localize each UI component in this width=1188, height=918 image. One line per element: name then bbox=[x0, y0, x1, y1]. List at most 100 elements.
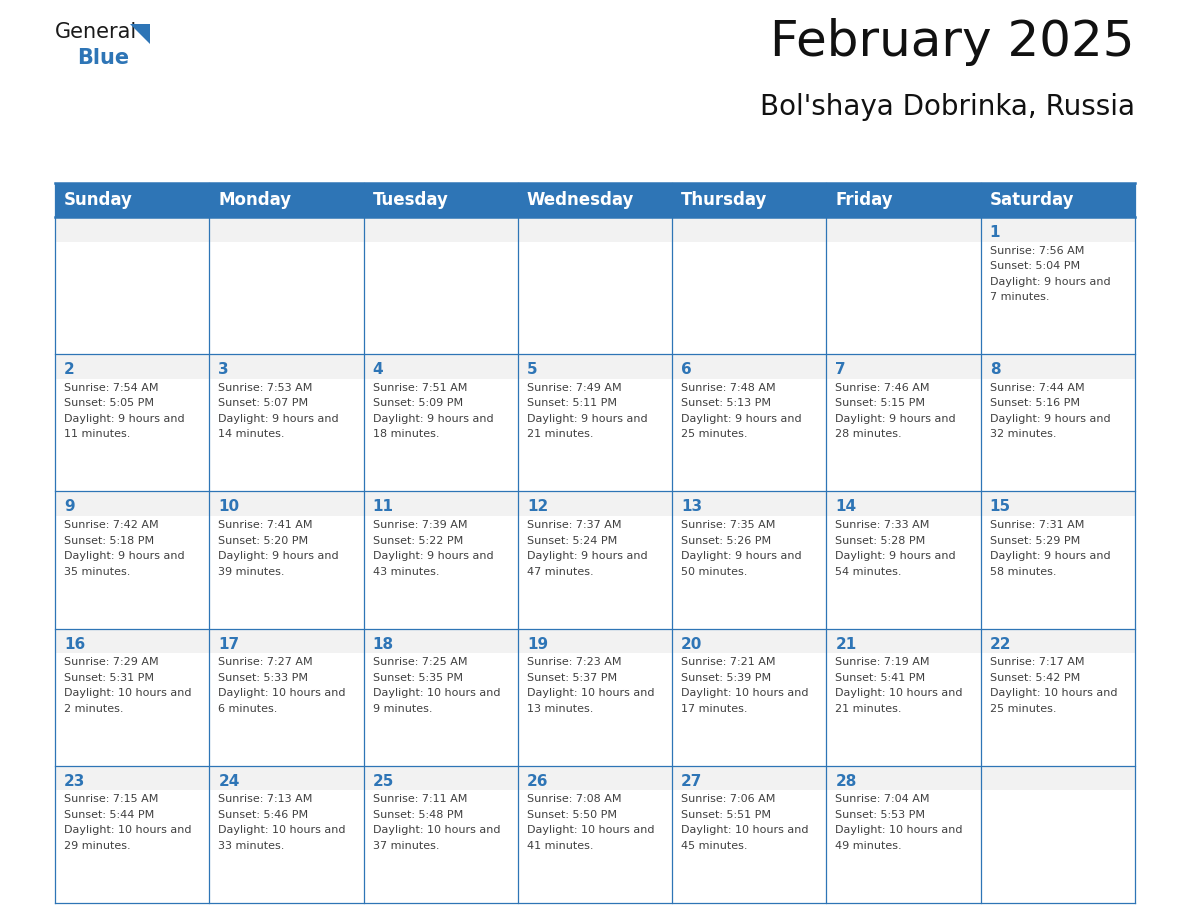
Text: Daylight: 10 hours and: Daylight: 10 hours and bbox=[219, 825, 346, 835]
Text: 18: 18 bbox=[373, 636, 393, 652]
Text: 50 minutes.: 50 minutes. bbox=[681, 566, 747, 577]
Text: 8: 8 bbox=[990, 363, 1000, 377]
Text: Sunset: 5:18 PM: Sunset: 5:18 PM bbox=[64, 535, 154, 545]
Text: 21 minutes.: 21 minutes. bbox=[835, 704, 902, 714]
Bar bbox=[981, 183, 1135, 217]
Text: Daylight: 9 hours and: Daylight: 9 hours and bbox=[219, 551, 339, 561]
Text: Daylight: 10 hours and: Daylight: 10 hours and bbox=[373, 825, 500, 835]
Bar bbox=[364, 491, 518, 629]
Text: Daylight: 9 hours and: Daylight: 9 hours and bbox=[526, 414, 647, 424]
Text: 35 minutes.: 35 minutes. bbox=[64, 566, 131, 577]
Text: Daylight: 9 hours and: Daylight: 9 hours and bbox=[990, 276, 1111, 286]
Text: 27: 27 bbox=[681, 774, 702, 789]
Text: Saturday: Saturday bbox=[990, 191, 1074, 209]
Bar bbox=[209, 354, 364, 379]
Bar bbox=[518, 491, 672, 516]
Text: Sunset: 5:42 PM: Sunset: 5:42 PM bbox=[990, 673, 1080, 683]
Bar bbox=[827, 354, 981, 491]
Bar bbox=[209, 217, 364, 241]
Text: 17: 17 bbox=[219, 636, 240, 652]
Text: Daylight: 10 hours and: Daylight: 10 hours and bbox=[835, 825, 963, 835]
Text: 2 minutes.: 2 minutes. bbox=[64, 704, 124, 714]
Text: 9: 9 bbox=[64, 499, 75, 514]
Text: 24: 24 bbox=[219, 774, 240, 789]
Bar bbox=[981, 491, 1135, 516]
Text: 13: 13 bbox=[681, 499, 702, 514]
Text: Bol'shaya Dobrinka, Russia: Bol'shaya Dobrinka, Russia bbox=[760, 93, 1135, 121]
Text: Sunset: 5:15 PM: Sunset: 5:15 PM bbox=[835, 398, 925, 409]
Bar bbox=[672, 629, 827, 654]
Text: Sunrise: 7:37 AM: Sunrise: 7:37 AM bbox=[526, 521, 621, 530]
Bar bbox=[518, 354, 672, 491]
Bar bbox=[518, 491, 672, 629]
Text: 11 minutes.: 11 minutes. bbox=[64, 430, 131, 440]
Text: Sunrise: 7:15 AM: Sunrise: 7:15 AM bbox=[64, 794, 158, 804]
Bar bbox=[55, 629, 209, 654]
Text: 58 minutes.: 58 minutes. bbox=[990, 566, 1056, 577]
Bar bbox=[55, 354, 209, 491]
Bar bbox=[518, 766, 672, 903]
Polygon shape bbox=[129, 24, 150, 44]
Bar bbox=[518, 629, 672, 654]
Bar bbox=[981, 217, 1135, 241]
Text: Sunrise: 7:19 AM: Sunrise: 7:19 AM bbox=[835, 657, 930, 667]
Text: 16: 16 bbox=[64, 636, 86, 652]
Text: Daylight: 9 hours and: Daylight: 9 hours and bbox=[990, 414, 1111, 424]
Text: Sunset: 5:05 PM: Sunset: 5:05 PM bbox=[64, 398, 154, 409]
Bar bbox=[364, 217, 518, 354]
Bar bbox=[827, 217, 981, 241]
Text: 23: 23 bbox=[64, 774, 86, 789]
Text: Sunrise: 7:08 AM: Sunrise: 7:08 AM bbox=[526, 794, 621, 804]
Text: 11: 11 bbox=[373, 499, 393, 514]
Bar bbox=[672, 354, 827, 491]
Bar bbox=[209, 629, 364, 766]
Text: 6 minutes.: 6 minutes. bbox=[219, 704, 278, 714]
Text: Sunrise: 7:23 AM: Sunrise: 7:23 AM bbox=[526, 657, 621, 667]
Bar bbox=[518, 217, 672, 241]
Text: Daylight: 9 hours and: Daylight: 9 hours and bbox=[64, 551, 184, 561]
Text: Tuesday: Tuesday bbox=[373, 191, 448, 209]
Text: Sunrise: 7:11 AM: Sunrise: 7:11 AM bbox=[373, 794, 467, 804]
Bar bbox=[55, 629, 209, 766]
Bar bbox=[55, 217, 209, 354]
Bar bbox=[672, 766, 827, 790]
Text: 29 minutes.: 29 minutes. bbox=[64, 841, 131, 851]
Bar bbox=[209, 766, 364, 790]
Bar bbox=[209, 491, 364, 629]
Text: Sunrise: 7:04 AM: Sunrise: 7:04 AM bbox=[835, 794, 930, 804]
Text: Sunrise: 7:17 AM: Sunrise: 7:17 AM bbox=[990, 657, 1085, 667]
Bar bbox=[209, 183, 364, 217]
Text: 41 minutes.: 41 minutes. bbox=[526, 841, 593, 851]
Bar bbox=[364, 766, 518, 790]
Text: Sunset: 5:37 PM: Sunset: 5:37 PM bbox=[526, 673, 617, 683]
Text: 3: 3 bbox=[219, 363, 229, 377]
Bar bbox=[518, 183, 672, 217]
Text: Sunrise: 7:41 AM: Sunrise: 7:41 AM bbox=[219, 521, 312, 530]
Bar bbox=[672, 491, 827, 516]
Text: 28: 28 bbox=[835, 774, 857, 789]
Text: Sunset: 5:29 PM: Sunset: 5:29 PM bbox=[990, 535, 1080, 545]
Bar bbox=[55, 183, 209, 217]
Text: Daylight: 10 hours and: Daylight: 10 hours and bbox=[681, 825, 809, 835]
Text: 47 minutes.: 47 minutes. bbox=[526, 566, 594, 577]
Bar bbox=[209, 766, 364, 903]
Bar bbox=[672, 491, 827, 629]
Bar bbox=[364, 629, 518, 766]
Bar bbox=[827, 629, 981, 654]
Text: 13 minutes.: 13 minutes. bbox=[526, 704, 593, 714]
Text: 18 minutes.: 18 minutes. bbox=[373, 430, 440, 440]
Text: Sunrise: 7:39 AM: Sunrise: 7:39 AM bbox=[373, 521, 467, 530]
Bar bbox=[364, 766, 518, 903]
Bar bbox=[518, 354, 672, 379]
Text: Sunrise: 7:53 AM: Sunrise: 7:53 AM bbox=[219, 383, 312, 393]
Text: 21 minutes.: 21 minutes. bbox=[526, 430, 593, 440]
Bar bbox=[981, 629, 1135, 654]
Text: Blue: Blue bbox=[77, 48, 129, 68]
Bar bbox=[55, 491, 209, 516]
Text: Daylight: 10 hours and: Daylight: 10 hours and bbox=[681, 688, 809, 699]
Text: February 2025: February 2025 bbox=[771, 18, 1135, 66]
Bar bbox=[827, 217, 981, 354]
Text: Daylight: 9 hours and: Daylight: 9 hours and bbox=[681, 551, 802, 561]
Bar bbox=[364, 217, 518, 241]
Text: Sunrise: 7:42 AM: Sunrise: 7:42 AM bbox=[64, 521, 159, 530]
